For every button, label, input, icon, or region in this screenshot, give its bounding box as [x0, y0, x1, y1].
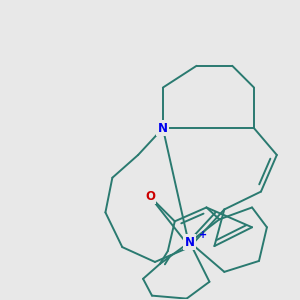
- Text: O: O: [145, 190, 155, 203]
- Text: N: N: [184, 236, 195, 249]
- Text: +: +: [199, 230, 207, 240]
- Text: N: N: [158, 122, 168, 135]
